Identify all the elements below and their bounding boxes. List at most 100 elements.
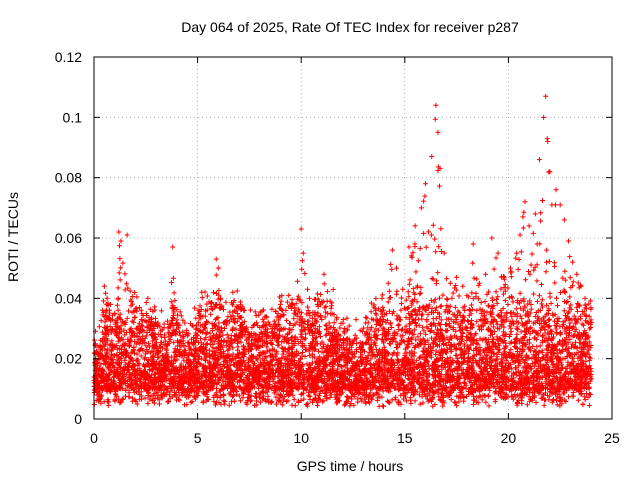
noise-point — [575, 397, 581, 403]
noise-point — [150, 338, 156, 344]
noise-point — [452, 304, 458, 310]
noise-point — [536, 293, 542, 299]
noise-point — [415, 334, 421, 340]
noise-point — [480, 392, 486, 398]
noise-point — [302, 354, 308, 360]
noise-point — [380, 304, 386, 310]
noise-point — [363, 314, 369, 320]
noise-point — [204, 293, 210, 299]
noise-point — [446, 321, 452, 327]
noise-point — [177, 309, 183, 315]
noise-point — [389, 324, 395, 330]
noise-point — [213, 290, 219, 296]
noise-point — [482, 393, 488, 399]
noise-point — [353, 317, 359, 323]
noise-point — [518, 329, 524, 335]
noise-point — [345, 327, 351, 333]
noise-point — [430, 316, 436, 322]
noise-point — [436, 394, 442, 400]
noise-point — [214, 399, 220, 405]
noise-point — [258, 399, 264, 405]
noise-point — [414, 299, 420, 305]
noise-point — [208, 311, 214, 317]
noise-point — [299, 310, 305, 316]
noise-point — [234, 288, 240, 294]
noise-point — [105, 402, 111, 408]
noise-point — [381, 344, 387, 350]
noise-point — [561, 308, 567, 314]
noise-point — [348, 393, 354, 399]
noise-point — [193, 315, 199, 321]
noise-point — [460, 371, 466, 377]
noise-point — [413, 323, 419, 329]
noise-point — [401, 338, 407, 344]
noise-point — [228, 399, 234, 405]
noise-point — [580, 401, 586, 407]
noise-point — [93, 397, 99, 403]
noise-point — [178, 313, 184, 319]
noise-point — [470, 402, 476, 408]
noise-point — [298, 331, 304, 337]
noise-point — [405, 375, 411, 381]
noise-point — [248, 307, 254, 313]
noise-point — [494, 321, 500, 327]
noise-point — [177, 332, 183, 338]
noise-point — [474, 394, 480, 400]
noise-point — [383, 353, 389, 359]
noise-point — [182, 402, 188, 408]
noise-point — [466, 306, 472, 312]
noise-point — [537, 343, 543, 349]
noise-point — [253, 313, 259, 319]
noise-point — [238, 339, 244, 345]
noise-point — [329, 303, 335, 309]
noise-point — [586, 403, 592, 409]
noise-point — [546, 397, 552, 403]
noise-point — [414, 357, 420, 363]
noise-point — [541, 402, 547, 408]
noise-point — [304, 311, 310, 317]
noise-point — [389, 397, 395, 403]
noise-point — [229, 328, 235, 334]
noise-point — [292, 403, 298, 409]
noise-point — [398, 327, 404, 333]
noise-point — [515, 368, 521, 374]
noise-point — [560, 365, 566, 371]
noise-point — [98, 318, 104, 324]
noise-point — [467, 308, 473, 314]
noise-point — [123, 393, 129, 399]
noise-point — [534, 344, 540, 350]
noise-point — [380, 403, 386, 409]
noise-point — [428, 298, 434, 304]
noise-point — [430, 344, 436, 350]
noise-point — [494, 300, 500, 306]
noise-point — [534, 299, 540, 305]
noise-point — [479, 397, 485, 403]
noise-point — [508, 325, 514, 331]
noise-point — [440, 292, 446, 298]
noise-point — [493, 289, 499, 295]
noise-point — [490, 384, 496, 390]
noise-point — [367, 400, 373, 406]
noise-point — [429, 335, 435, 341]
noise-point — [419, 311, 425, 317]
noise-point — [293, 301, 299, 307]
noise-point — [437, 304, 443, 310]
noise-point — [437, 295, 443, 301]
noise-point — [499, 363, 505, 369]
noise-point — [380, 403, 386, 409]
grid-lines — [94, 57, 612, 419]
noise-point — [505, 301, 511, 307]
noise-point — [533, 309, 539, 315]
noise-point — [322, 314, 328, 320]
noise-point — [146, 344, 152, 350]
noise-point — [109, 327, 115, 333]
noise-point — [566, 394, 572, 400]
noise-point — [412, 398, 418, 404]
noise-point — [395, 322, 401, 328]
noise-point — [366, 350, 372, 356]
noise-point — [483, 399, 489, 405]
noise-point — [337, 325, 343, 331]
noise-point — [587, 391, 593, 397]
noise-point — [156, 401, 162, 407]
